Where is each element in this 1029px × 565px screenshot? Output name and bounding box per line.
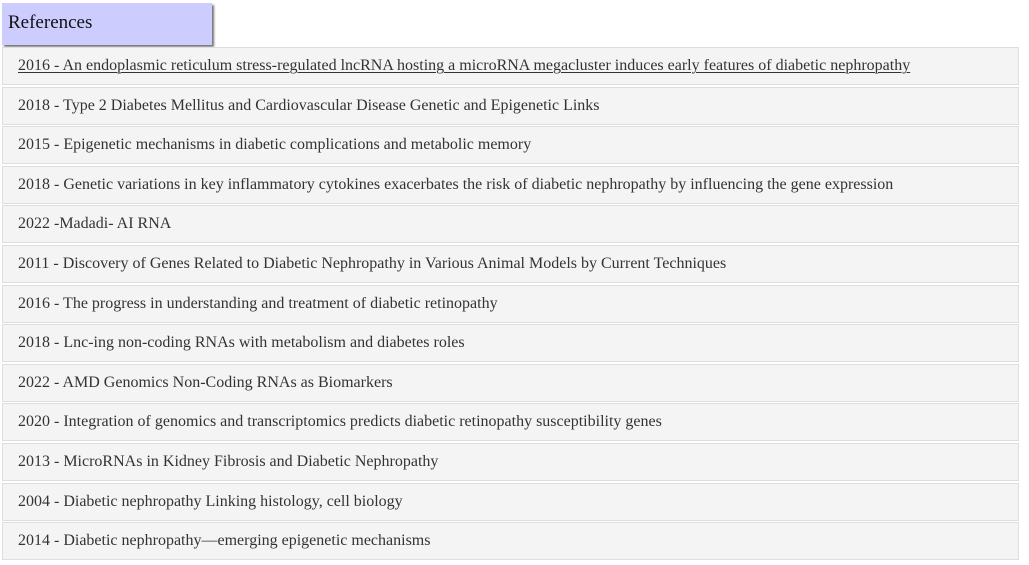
reference-item[interactable]: 2004 - Diabetic nephropathy Linking hist… <box>2 482 1019 521</box>
reference-item[interactable]: 2018 - Type 2 Diabetes Mellitus and Card… <box>2 86 1019 125</box>
reference-item[interactable]: 2014 - Diabetic nephropathy—emerging epi… <box>2 522 1019 561</box>
references-title: References <box>8 12 93 33</box>
reference-item[interactable]: 2020 - Integration of genomics and trans… <box>2 403 1019 442</box>
reference-link[interactable]: 2015 - Epigenetic mechanisms in diabetic… <box>18 136 532 154</box>
reference-link[interactable]: 2022 - AMD Genomics Non-Coding RNAs as B… <box>18 373 393 391</box>
reference-link[interactable]: 2018 - Lnc-ing non-coding RNAs with meta… <box>18 334 465 352</box>
reference-link[interactable]: 2022 -Madadi- AI RNA <box>18 215 172 233</box>
reference-item[interactable]: 2015 - Epigenetic mechanisms in diabetic… <box>2 126 1019 165</box>
reference-item[interactable]: 2016 - An endoplasmic reticulum stress-r… <box>2 47 1019 85</box>
reference-link[interactable]: 2016 - The progress in understanding and… <box>18 294 498 312</box>
reference-link[interactable]: 2014 - Diabetic nephropathy—emerging epi… <box>18 532 431 550</box>
reference-link[interactable]: 2004 - Diabetic nephropathy Linking hist… <box>18 492 403 510</box>
reference-link[interactable]: 2011 - Discovery of Genes Related to Dia… <box>18 254 727 272</box>
reference-link[interactable]: 2020 - Integration of genomics and trans… <box>18 413 662 431</box>
reference-link[interactable]: 2013 - MicroRNAs in Kidney Fibrosis and … <box>18 452 439 470</box>
references-tab-header: References <box>2 3 212 45</box>
reference-item[interactable]: 2011 - Discovery of Genes Related to Dia… <box>2 244 1019 283</box>
reference-link[interactable]: 2018 - Type 2 Diabetes Mellitus and Card… <box>18 96 600 114</box>
reference-item[interactable]: 2022 - AMD Genomics Non-Coding RNAs as B… <box>2 363 1019 402</box>
references-list: 2016 - An endoplasmic reticulum stress-r… <box>2 47 1019 562</box>
reference-item[interactable]: 2018 - Lnc-ing non-coding RNAs with meta… <box>2 324 1019 363</box>
reference-item[interactable]: 2022 -Madadi- AI RNA <box>2 205 1019 244</box>
reference-link[interactable]: 2018 - Genetic variations in key inflamm… <box>18 175 894 193</box>
reference-item[interactable]: 2013 - MicroRNAs in Kidney Fibrosis and … <box>2 442 1019 481</box>
reference-item[interactable]: 2016 - The progress in understanding and… <box>2 284 1019 323</box>
reference-link[interactable]: 2016 - An endoplasmic reticulum stress-r… <box>18 57 911 74</box>
reference-item[interactable]: 2018 - Genetic variations in key inflamm… <box>2 165 1019 204</box>
